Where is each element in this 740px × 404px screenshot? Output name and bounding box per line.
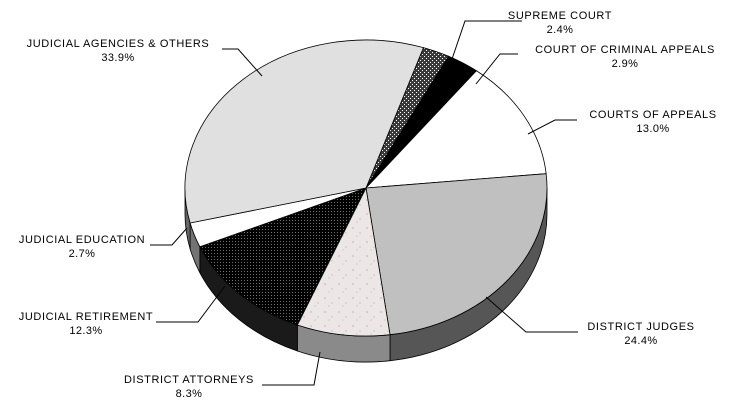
slice-value-label-7: 33.9% [101,52,134,64]
slice-value-label-0: 2.4% [547,24,574,36]
slice-label-4: DISTRICT ATTORNEYS [124,374,254,386]
slice-value-label-1: 2.9% [612,58,639,70]
pie-slice-district-judges [365,173,548,336]
slice-value-label-3: 24.4% [624,335,657,347]
leader-line-5 [156,285,226,323]
slice-label-3: DISTRICT JUDGES [587,321,694,333]
pie-tops [184,39,548,337]
pie-slice-courts-of-appeals [364,70,547,189]
pie-slice-district-attorneys [296,186,391,337]
leader-line-0 [450,20,522,63]
slice-label-1: COURT OF CRIMINAL APPEALS [535,44,715,56]
leader-line-4 [262,351,321,386]
pie-slice-judicial-retirement [199,187,367,326]
slice-label-5: JUDICIAL RETIREMENT [19,311,153,323]
leader-line-7 [222,48,263,77]
slice-label-6: JUDICIAL EDUCATION [19,234,145,246]
pie-slice-judicial-agencies-others [184,39,424,224]
slice-value-label-6: 2.7% [69,248,96,260]
leader-line-6 [150,227,188,246]
slice-value-label-4: 8.3% [176,388,203,400]
leader-line-3 [485,296,578,333]
slice-label-0: SUPREME COURT [508,10,612,22]
slice-label-7: JUDICIAL AGENCIES & OTHERS [27,38,210,50]
leader-line-1 [475,53,518,85]
slice-value-label-5: 12.3% [69,325,102,337]
slice-label-2: COURTS OF APPEALS [589,109,716,121]
slice-value-label-2: 13.0% [636,123,669,135]
leader-line-2 [527,119,577,135]
pie-sides [184,187,548,363]
pie-labels: SUPREME COURT 2.4% COURT OF CRIMINAL APPEA… [19,10,716,400]
